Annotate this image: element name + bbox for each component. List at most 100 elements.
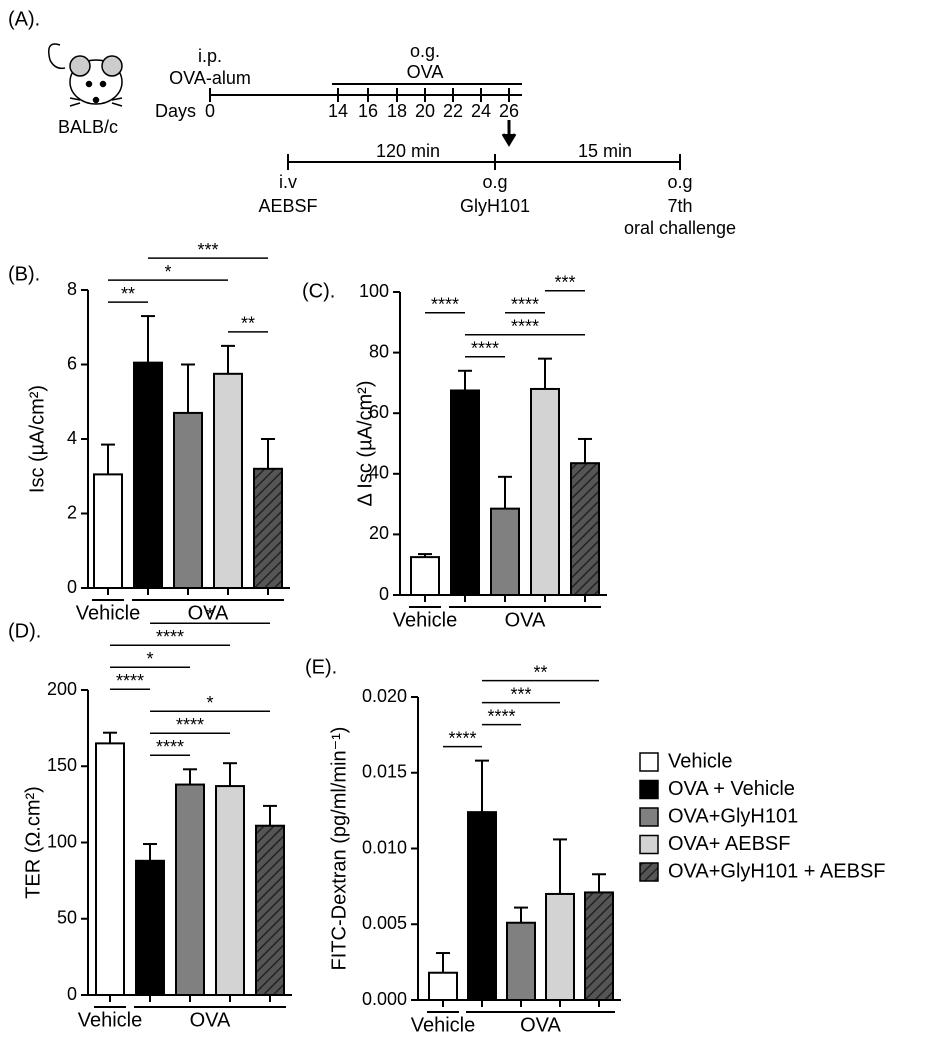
bar xyxy=(93,473,123,590)
y-tick-label: 100 xyxy=(359,281,389,301)
mouse-icon xyxy=(48,43,123,107)
significance-label: *** xyxy=(510,684,531,704)
group-label: OVA xyxy=(505,609,546,631)
group-label: Vehicle xyxy=(393,609,458,631)
bar xyxy=(253,467,283,589)
y-tick-label: 50 xyxy=(57,908,77,928)
bar xyxy=(173,411,203,589)
legend-swatch xyxy=(639,862,659,882)
bar xyxy=(467,811,497,1002)
y-tick-label: 4 xyxy=(67,428,77,448)
bar xyxy=(428,971,458,1001)
agent: OVA xyxy=(407,62,444,82)
significance-label: **** xyxy=(448,728,476,748)
significance-label: * xyxy=(206,693,213,713)
group-label: Vehicle xyxy=(411,1014,476,1036)
significance-label: ** xyxy=(241,314,255,334)
agent: GlyH101 xyxy=(460,196,530,216)
significance-label: * xyxy=(146,649,153,669)
day-label: 26 xyxy=(499,101,519,121)
route: o.g xyxy=(667,172,692,192)
y-tick-label: 0.020 xyxy=(362,686,407,706)
significance-label: *** xyxy=(197,240,218,260)
bar xyxy=(530,387,560,596)
legend-label: Vehicle xyxy=(668,750,733,772)
route: i.p. xyxy=(198,46,222,66)
significance-label: * xyxy=(206,605,213,625)
bar xyxy=(213,372,243,589)
days-label: Days xyxy=(155,101,196,121)
y-tick-label: 200 xyxy=(47,679,77,699)
y-axis-label: Δ Isc (µA/cm²) xyxy=(354,381,376,507)
day-label: 16 xyxy=(358,101,378,121)
day-label: 18 xyxy=(387,101,407,121)
legend-label: OVA+GlyH101 + AEBSF xyxy=(668,860,886,882)
significance-label: **** xyxy=(156,627,184,647)
legend-swatch xyxy=(639,779,659,800)
y-tick-label: 0 xyxy=(67,984,77,1004)
y-tick-label: 60 xyxy=(369,402,389,422)
significance-label: **** xyxy=(471,339,499,359)
bar xyxy=(490,507,520,596)
bar xyxy=(506,921,536,1001)
group-label: OVA xyxy=(190,1009,231,1031)
legend-label: OVA+GlyH101 xyxy=(668,805,798,827)
group-label: OVA xyxy=(520,1014,561,1036)
significance-label: **** xyxy=(487,706,515,726)
y-tick-label: 0 xyxy=(67,577,77,597)
y-axis-label: FITC-Dextran (pg/ml/min⁻¹) xyxy=(328,727,350,971)
legend-label: OVA+ AEBSF xyxy=(668,833,790,855)
significance-label: ** xyxy=(533,662,547,682)
y-tick-label: 0.010 xyxy=(362,837,407,857)
legend-swatch xyxy=(639,834,659,855)
group-label: OVA xyxy=(188,602,229,624)
interval: 15 min xyxy=(578,141,632,161)
bar xyxy=(133,361,163,590)
y-tick-label: 80 xyxy=(369,341,389,361)
y-axis-label: TER (Ω.cm²) xyxy=(22,786,44,899)
y-tick-label: 0 xyxy=(379,584,389,604)
bar xyxy=(410,556,440,596)
y-axis-label: Isc (µA/cm²) xyxy=(26,385,48,493)
agent: AEBSF xyxy=(258,196,317,216)
significance-label: **** xyxy=(176,715,204,735)
y-tick-label: 20 xyxy=(369,523,389,543)
panel-label: (C). xyxy=(302,280,335,302)
legend-swatch xyxy=(639,807,659,827)
bar xyxy=(450,389,480,596)
significance-label: * xyxy=(164,262,171,282)
y-tick-label: 100 xyxy=(47,831,77,851)
bar xyxy=(545,892,575,1002)
group-label: Vehicle xyxy=(78,1009,143,1031)
bar xyxy=(175,783,205,996)
bar xyxy=(95,742,125,996)
y-tick-label: 2 xyxy=(67,502,77,522)
day-label: 0 xyxy=(205,101,215,121)
y-tick-label: 0.005 xyxy=(362,913,407,933)
significance-label: **** xyxy=(431,295,459,315)
significance-label: ** xyxy=(121,284,135,304)
bar xyxy=(570,462,600,596)
route: i.v xyxy=(279,172,297,192)
panel-label: (E). xyxy=(305,656,337,678)
legend-swatch xyxy=(639,752,659,772)
y-tick-label: 150 xyxy=(47,755,77,775)
y-tick-label: 8 xyxy=(67,279,77,299)
interval: 120 min xyxy=(376,141,440,161)
group-label: Vehicle xyxy=(76,602,141,624)
y-tick-label: 6 xyxy=(67,353,77,373)
agent: OVA-alum xyxy=(169,68,251,88)
day-label: 24 xyxy=(471,101,491,121)
panel-label: (A). xyxy=(8,8,40,30)
significance-label: **** xyxy=(116,671,144,691)
day-label: 22 xyxy=(443,101,463,121)
significance-label: **** xyxy=(156,737,184,757)
significance-label: *** xyxy=(554,273,575,293)
bar xyxy=(584,891,614,1001)
bar xyxy=(255,824,285,996)
strain: BALB/c xyxy=(58,117,118,137)
route: o.g xyxy=(482,172,507,192)
y-tick-label: 0.015 xyxy=(362,762,407,782)
